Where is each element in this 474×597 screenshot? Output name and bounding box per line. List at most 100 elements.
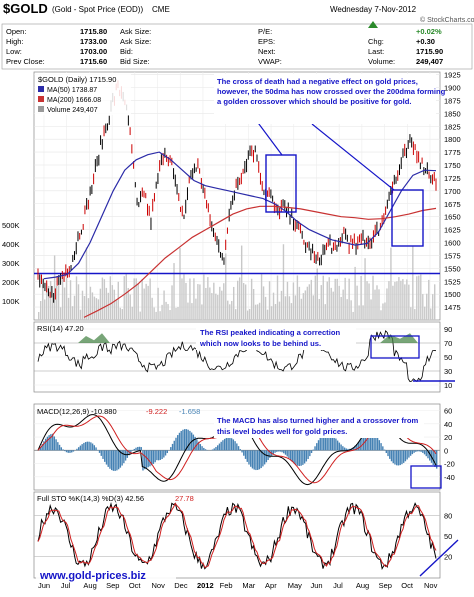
price-y-tick-10: 1675	[444, 200, 461, 209]
volume-bar-18	[74, 296, 75, 320]
macd-histogram-bar-82	[181, 431, 182, 450]
volume-bar-50	[138, 283, 139, 320]
volume-bar-63	[163, 291, 164, 320]
volume-bar-143	[323, 276, 324, 320]
macd-histogram-bar-64	[149, 450, 150, 466]
volume-bar-129	[295, 295, 296, 320]
macd-histogram-bar-172	[337, 441, 338, 451]
volume-bar-45	[128, 288, 129, 320]
macd-histogram-bar-209	[401, 450, 402, 464]
volume-bar-14	[66, 277, 67, 320]
legend-ma50: MA(50) 1738.87	[47, 87, 97, 94]
volume-bar-76	[189, 278, 190, 320]
macd-histogram-bar-42	[111, 450, 112, 470]
quote-label2-3: Bid Size:	[120, 57, 150, 66]
macd-y-tick-1: 40	[444, 420, 452, 429]
volume-bar-72	[181, 278, 182, 320]
volume-bar-148	[333, 292, 334, 320]
volume-bar-81	[199, 284, 200, 320]
volume-bar-88	[213, 283, 214, 320]
price-y-tick-0: 1925	[444, 71, 461, 80]
macd-histogram-bar-115	[238, 446, 239, 450]
sto-y-tick-0: 80	[444, 512, 452, 521]
volume-bar-91	[219, 287, 220, 320]
macd-histogram-bar-77	[172, 444, 173, 450]
volume-bar-156	[348, 279, 349, 320]
sto-x-tick-9: Mar	[242, 581, 255, 590]
price-annotation-text-line-2: a golden crossover which should be posit…	[217, 97, 412, 106]
sto-x-tick-8: Feb	[220, 581, 233, 590]
macd-histogram-bar-222	[424, 450, 425, 454]
macd-histogram-bar-70	[160, 450, 161, 460]
volume-bar-7	[52, 298, 53, 320]
volume-bar-78	[193, 278, 194, 320]
macd-histogram-bar-207	[398, 450, 399, 465]
volume-bar-60	[157, 288, 158, 320]
volume-bar-54	[145, 284, 146, 320]
quote-value4-2: 1715.90	[416, 47, 443, 56]
volume-bar-3	[44, 299, 45, 320]
macd-histogram-bar-66	[153, 450, 154, 464]
macd-histogram-bar-106	[222, 440, 223, 450]
macd-histogram-bar-220	[420, 450, 421, 452]
price-y-tick-3: 1850	[444, 109, 461, 118]
macd-histogram-bar-227	[433, 450, 434, 465]
volume-bar-99	[235, 309, 236, 320]
macd-histogram-bar-114	[236, 443, 237, 450]
macd-histogram-bar-39	[106, 450, 107, 464]
macd-histogram-bar-144	[288, 450, 289, 458]
macd-histogram-bar-10	[55, 439, 56, 450]
price-y-tick-15: 1550	[444, 264, 461, 273]
macd-histogram-bar-18	[69, 450, 70, 453]
price-y-tick-18: 1475	[444, 303, 461, 312]
price-annotation-text-line-0: The cross of death had a negative effect…	[217, 77, 418, 86]
macd-histogram-bar-35	[99, 450, 100, 453]
macd-histogram-bar-213	[408, 450, 409, 457]
volume-bar-101	[239, 277, 240, 320]
macd-histogram-bar-22	[76, 449, 77, 451]
macd-histogram-bar-142	[285, 450, 286, 454]
volume-bar-13	[64, 288, 65, 320]
macd-histogram-bar-67	[154, 450, 155, 462]
quote-label3-1: EPS:	[258, 37, 275, 46]
macd-histogram-bar-19	[71, 450, 72, 452]
macd-histogram-bar-219	[419, 450, 420, 451]
macd-histogram-bar-62	[146, 450, 147, 468]
quote-value4-1: +0.30	[416, 37, 435, 46]
macd-histogram-bar-185	[360, 440, 361, 451]
volume-bar-52	[141, 279, 142, 320]
macd-histogram-bar-221	[422, 450, 423, 453]
rsi-y-tick-2: 50	[444, 353, 452, 362]
symbol-desc: (Gold - Spot Price (EOD))	[52, 5, 143, 14]
macd-histogram-bar-123	[252, 450, 253, 468]
volume-bar-31	[100, 289, 101, 320]
macd-histogram-bar-69	[158, 450, 159, 460]
volume-bar-137	[311, 280, 312, 320]
legend-volume-swatch	[38, 106, 44, 112]
price-y-tick-16: 1525	[444, 277, 461, 286]
volume-bar-65	[167, 304, 168, 320]
macd-annotation-text-line-1: this level bodes well for gold prices.	[217, 427, 347, 436]
volume-bar-100	[237, 281, 238, 320]
macd-y-tick-3: 0	[444, 446, 448, 455]
volume-bar-112	[261, 274, 262, 320]
volume-bar-20	[78, 284, 79, 320]
macd-histogram-bar-174	[340, 445, 341, 451]
volume-bar-102	[241, 246, 242, 320]
volume-bar-116	[269, 281, 270, 320]
macd-histogram-bar-45	[116, 450, 117, 470]
macd-histogram-bar-24	[80, 446, 81, 451]
macd-histogram-bar-58	[139, 447, 140, 451]
stockcharts-credit: © StockCharts.com	[420, 16, 474, 24]
macd-legend: MACD(12,26,9) -10.880	[37, 407, 117, 416]
volume-bar-92	[221, 291, 222, 320]
macd-histogram-bar-205	[394, 450, 395, 464]
volume-bar-48	[134, 278, 135, 320]
macd-histogram-bar-218	[417, 450, 418, 451]
macd-histogram-bar-94	[201, 446, 202, 450]
sto-x-tick-5: Nov	[152, 581, 166, 590]
rsi-y-tick-0: 90	[444, 325, 452, 334]
macd-histogram-bar-120	[247, 450, 248, 462]
quote-label4-1: Chg:	[368, 37, 384, 46]
sto-x-tick-7: 2012	[197, 581, 214, 590]
